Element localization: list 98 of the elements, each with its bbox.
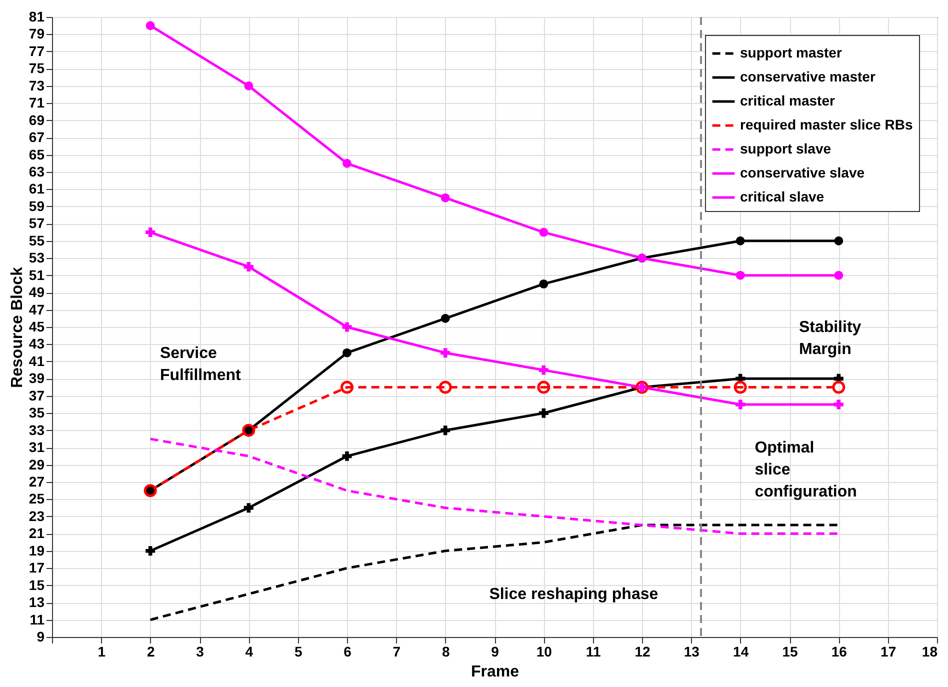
x-tick-label: 7: [392, 644, 401, 660]
y-tick-label: 55: [28, 232, 45, 248]
legend-label: critical master: [740, 92, 836, 108]
x-tick-label: 3: [196, 644, 204, 660]
y-tick-label: 47: [28, 301, 45, 318]
annotation: Stability Margin: [798, 319, 862, 358]
point: [244, 262, 254, 272]
point: [146, 546, 156, 556]
y-tick-label: 27: [28, 474, 45, 490]
y-tick-label: 45: [28, 318, 45, 334]
x-axis-title: Frame: [470, 664, 520, 680]
point: [834, 400, 844, 410]
legend-label: required master slice RBs: [740, 116, 913, 132]
y-tick-label: 65: [28, 146, 45, 162]
y-tick-label: 61: [28, 180, 45, 197]
point: [538, 365, 548, 375]
y-tick-label: 31: [28, 439, 45, 456]
y-tick-label: 71: [28, 94, 45, 111]
y-tick-label: 23: [28, 508, 45, 524]
y-tick-label: 69: [28, 112, 45, 128]
y-tick-label: 29: [28, 456, 45, 472]
y-tick-label: 17: [28, 560, 45, 576]
y-axis-title: Resource Block: [8, 266, 26, 388]
x-tick-label: 11: [586, 644, 601, 660]
y-tick-label: 79: [28, 26, 45, 42]
x-tick-label: 12: [634, 644, 650, 660]
x-tick-label: 16: [831, 644, 848, 660]
point: [342, 348, 352, 358]
point: [834, 236, 844, 246]
y-tick-label: 57: [28, 215, 45, 232]
point: [342, 451, 352, 461]
y-tick-label: 63: [28, 164, 45, 180]
point: [440, 348, 450, 358]
y-tick-label: 53: [28, 250, 45, 266]
x-tick-label: 13: [684, 644, 700, 660]
y-tick-label: 77: [28, 42, 45, 59]
y-tick-label: 59: [28, 198, 45, 214]
x-tick-label: 1: [98, 644, 106, 660]
legend-label: critical slave: [740, 188, 824, 204]
point: [340, 380, 354, 394]
point: [832, 380, 846, 394]
point: [440, 193, 450, 202]
point: [539, 228, 548, 237]
point: [342, 322, 352, 332]
y-tick-label: 81: [28, 8, 45, 24]
x-tick-label: 5: [294, 644, 302, 660]
y-tick-label: 43: [28, 336, 45, 352]
y-tick-label: 25: [28, 490, 45, 507]
y-tick-label: 19: [28, 542, 45, 558]
x-tick-label: 9: [491, 644, 500, 660]
point: [734, 380, 747, 394]
point: [440, 426, 450, 436]
point: [736, 270, 745, 280]
y-tick-label: 13: [28, 594, 45, 610]
point: [736, 400, 746, 410]
legend-label: conservative master: [740, 68, 876, 84]
legend-label: support master: [740, 44, 842, 60]
y-tick-label: 39: [28, 370, 45, 386]
y-tick-label: 35: [28, 404, 45, 421]
legend-label: support slave: [740, 140, 832, 156]
point: [342, 158, 352, 168]
y-tick-label: 41: [28, 352, 45, 369]
x-tick-label: 17: [880, 644, 896, 660]
y-tick-label: 75: [28, 60, 45, 76]
point: [538, 408, 548, 418]
y-tick-label: 11: [30, 611, 45, 628]
y-tick-label: 67: [28, 129, 45, 146]
y-tick-label: 49: [28, 284, 45, 300]
y-tick-label: 15: [28, 576, 45, 593]
x-tick-label: 18: [922, 644, 938, 660]
y-tick-label: 21: [28, 525, 45, 542]
point: [244, 81, 254, 90]
y-tick-label: 9: [36, 628, 45, 644]
annotation: Service Fulfillment: [160, 345, 242, 384]
point: [834, 270, 844, 280]
x-tick-label: 6: [344, 644, 352, 660]
x-tick-label: 8: [442, 644, 450, 660]
x-tick-label: 10: [536, 644, 552, 660]
point: [146, 21, 155, 30]
point: [438, 380, 452, 394]
y-tick-label: 73: [28, 77, 45, 94]
annotation: Optimal slice configuration: [754, 439, 857, 500]
legend-label: conservative slave: [740, 164, 865, 180]
line-series: [149, 524, 840, 622]
point: [440, 314, 450, 323]
x-tick-label: 2: [146, 644, 155, 660]
y-tick-label: 51: [28, 266, 45, 283]
x-tick-label: 14: [733, 644, 749, 660]
point: [244, 503, 254, 513]
x-tick-label: 15: [782, 644, 798, 660]
point: [146, 228, 156, 238]
y-tick-label: 33: [28, 422, 45, 438]
annotation: Slice reshaping phase: [489, 586, 658, 604]
point: [537, 380, 550, 394]
y-tick-label: 37: [28, 387, 45, 404]
point: [736, 236, 745, 246]
point: [539, 279, 548, 288]
x-tick-label: 4: [245, 644, 254, 660]
